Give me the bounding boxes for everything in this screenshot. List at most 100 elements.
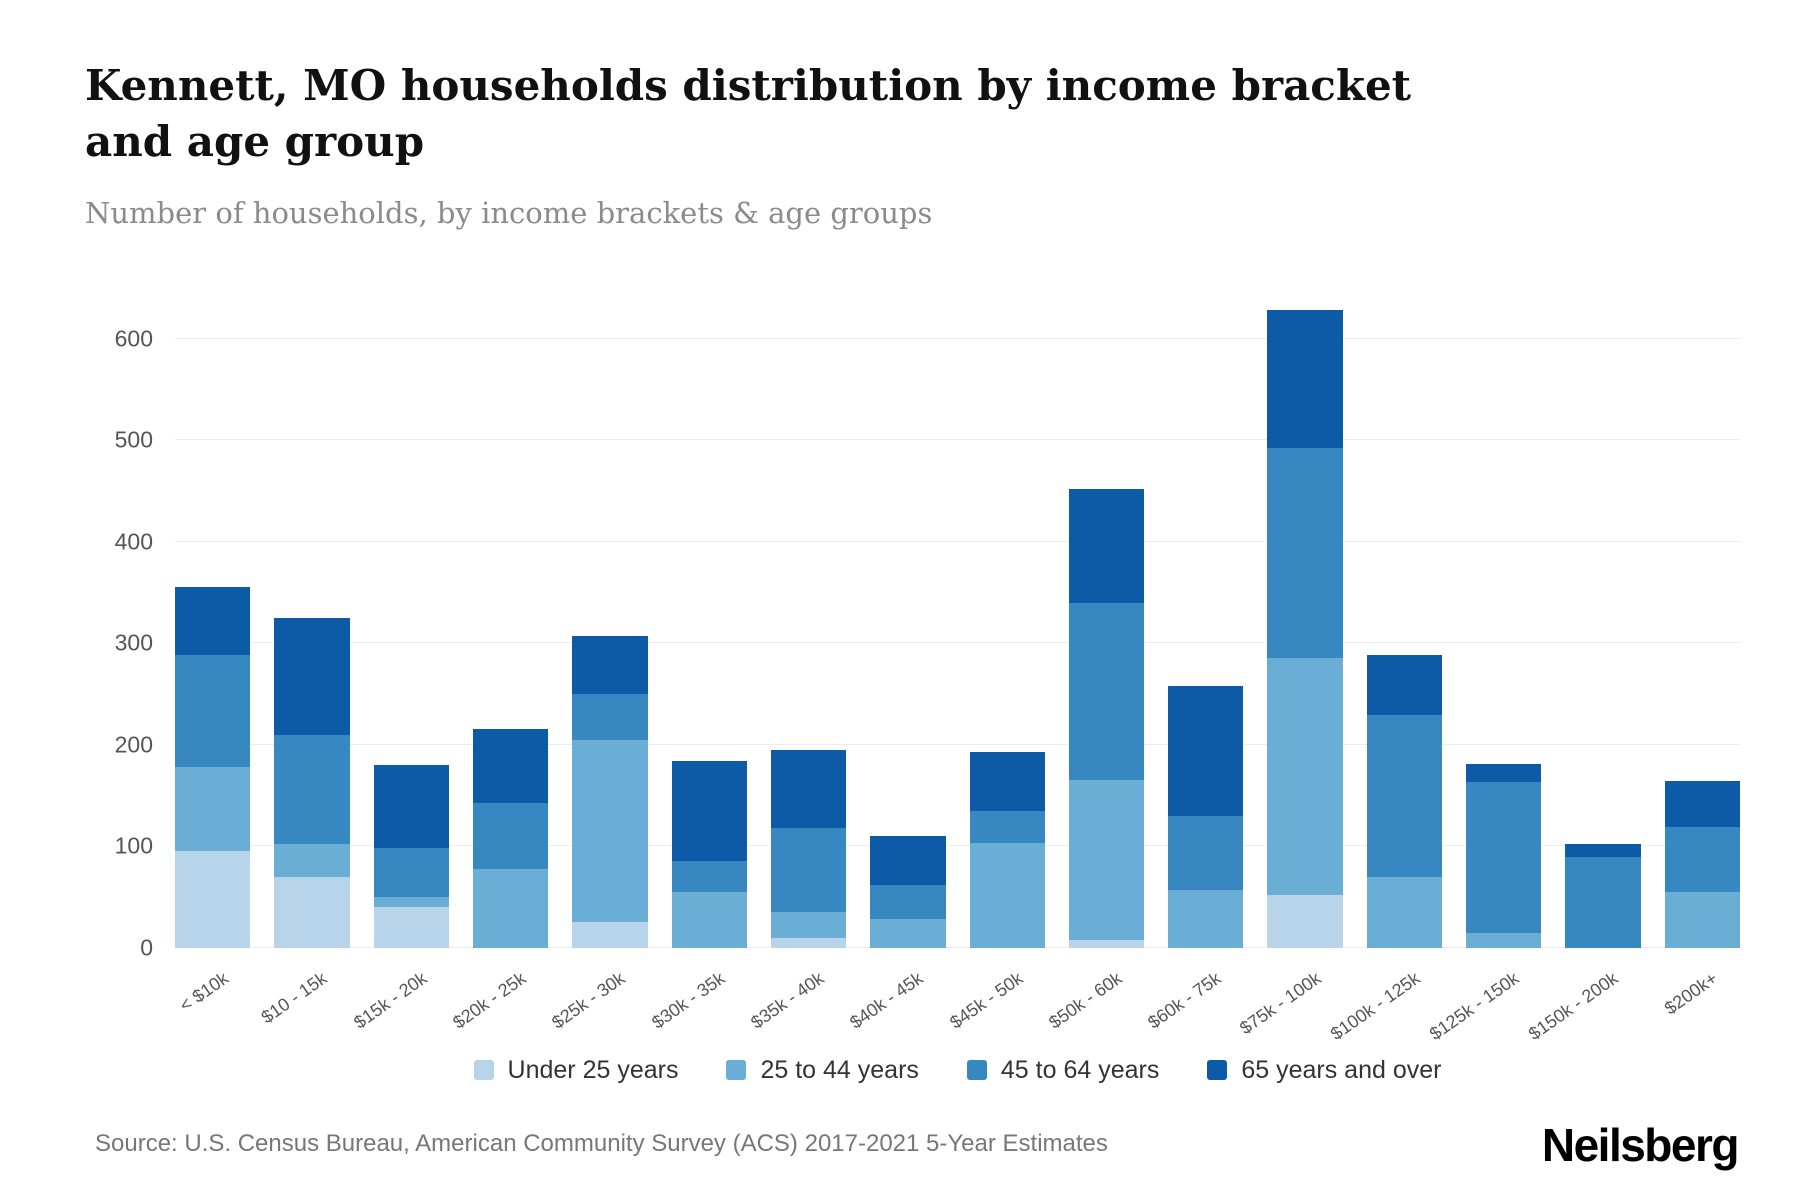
bar-segment [1664,781,1740,827]
bar-column [572,636,648,948]
bar-segment [870,884,946,920]
x-axis-label-cell: $200k+ [1661,960,1740,1046]
bar-segment [1466,932,1542,948]
x-axis-label-cell: $45k - 50k [946,960,1045,1046]
x-axis-label-cell: $15k - 20k [350,960,449,1046]
legend-item[interactable]: 65 years and over [1207,1056,1441,1085]
x-axis-label-cell: < $10k [175,960,250,1046]
x-axis-tick-label: $50k - 60k [1045,967,1126,1033]
bar-segment [1565,857,1641,948]
bar-segment [572,636,648,694]
bar-segment [1366,876,1443,948]
bar-segment [572,739,648,923]
bar-segment [373,896,449,908]
x-axis-tick-label: $40k - 45k [846,967,927,1033]
gridline [175,642,1740,644]
bar-column [1664,781,1740,948]
gridline [175,743,1740,745]
bar-segment [175,655,251,767]
bar-segment [969,843,1045,948]
bar-segment [671,760,747,862]
legend-swatch-icon [966,1060,987,1081]
bar-segment [572,693,648,740]
page-title: Kennett, MO households distribution by i… [85,61,1412,166]
x-axis-tick-label: $15k - 20k [349,967,431,1033]
x-axis-label-cell: $35k - 40k [747,960,846,1046]
bar-segment [1664,826,1740,892]
bars-container [175,288,1740,948]
legend: Under 25 years 25 to 44 years 45 to 64 yea… [175,1056,1740,1085]
bar-segment [175,587,251,656]
x-axis-label-cell: $40k - 45k [847,960,945,1046]
bar-column [1068,488,1145,948]
legend-label: 45 to 64 years [1000,1055,1160,1084]
y-axis-tick-label: 300 [114,629,153,656]
chart: 0 100 200 300 400 500 600 < $10k $10 - 15k $15k … [115,288,1740,1085]
bar-segment [770,912,847,938]
bar-column [1366,655,1443,948]
page-subtitle: Number of households, by income brackets… [85,195,933,230]
x-axis-tick-label: $25k - 30k [548,967,629,1033]
bar-segment [870,836,946,885]
bar-segment [175,767,251,852]
bar-column [870,836,946,948]
x-axis-label-cell: $150k - 200k [1525,960,1640,1046]
bar-segment [1366,655,1443,716]
gridline [175,946,1740,948]
bar-segment [1466,782,1542,933]
legend-label: 65 years and over [1241,1055,1442,1084]
bar-column [1267,310,1343,948]
bar-segment [274,617,350,735]
bar-segment [770,937,847,948]
legend-swatch-icon [726,1060,747,1081]
bar-segment [671,861,747,892]
bar-segment [175,851,251,948]
bar-segment [472,802,549,869]
bar-segment [274,844,350,877]
x-axis-tick-label: $45k - 50k [945,967,1027,1033]
bar-segment [1466,763,1542,783]
legend-item[interactable]: 45 to 64 years [966,1055,1160,1085]
bar-segment [373,907,449,948]
gridline [175,540,1740,542]
bar-segment [969,810,1045,844]
legend-item[interactable]: Under 25 years [473,1055,679,1085]
bar-segment [373,764,449,849]
bar-segment [1366,715,1443,877]
bar-segment [1267,658,1343,895]
y-axis-tick-label: 100 [114,832,153,859]
x-axis-tick-label: $200k+ [1661,967,1722,1019]
bar-segment [572,922,648,948]
bar-column [472,729,549,948]
bar-segment [969,751,1045,811]
bar-column [1466,763,1542,948]
y-axis-tick-label: 200 [114,731,153,758]
legend-label: Under 25 years [507,1055,679,1084]
bar-segment [1267,894,1343,948]
bar-segment [1068,488,1145,603]
bar-segment [1267,310,1343,449]
x-axis-label-cell: $60k - 75k [1144,960,1243,1046]
neilsberg-logo: Neilsberg [1541,1119,1740,1171]
legend-swatch-icon [473,1060,494,1081]
bar-segment [274,876,350,948]
legend-label: 25 to 44 years [760,1055,919,1084]
bar-segment [1267,448,1343,659]
bar-column [274,617,350,948]
x-axis-tick-label: $30k - 35k [647,967,729,1033]
legend-swatch-icon [1207,1060,1228,1081]
y-axis-tick-label: 500 [114,426,153,453]
x-axis-tick-label: $60k - 75k [1144,967,1225,1033]
bar-segment [472,868,549,948]
x-axis-tick-label: $35k - 40k [747,967,828,1033]
source-attribution: Source: U.S. Census Bureau, American Com… [95,1130,1108,1157]
legend-item[interactable]: 25 to 44 years [726,1055,919,1085]
bar-column [1565,844,1641,948]
y-axis-tick-label: 600 [114,325,153,351]
bar-segment [1068,780,1145,940]
bar-segment [671,891,747,948]
x-axis-label-cell: $50k - 60k [1045,960,1144,1046]
gridline [175,337,1740,339]
bar-segment [1068,602,1145,781]
